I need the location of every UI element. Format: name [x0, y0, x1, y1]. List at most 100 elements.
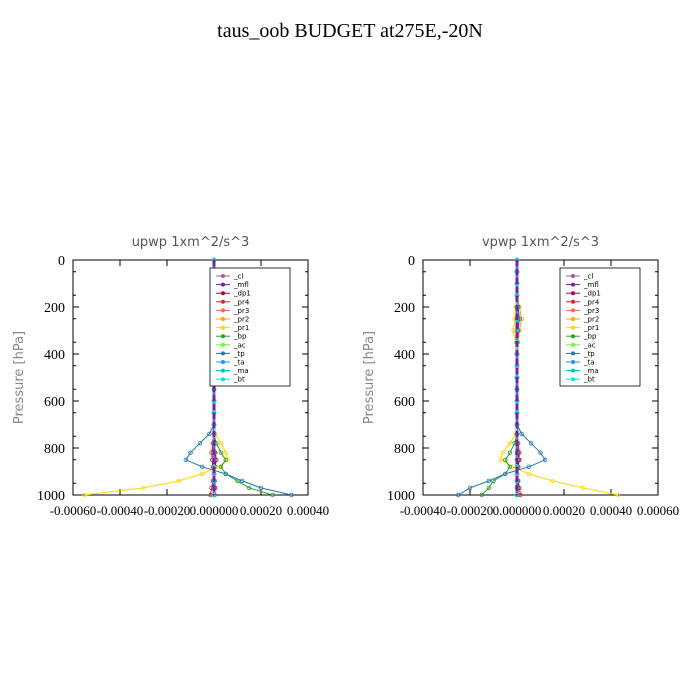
legend-label: _pr4 [583, 298, 600, 306]
data-point-tp [528, 441, 534, 446]
legend-marker [571, 342, 575, 347]
data-point-pr1 [615, 492, 621, 498]
legend-label: _mfl [233, 281, 249, 289]
legend-label: _bp [583, 333, 597, 341]
legend-label: _ma [583, 367, 599, 375]
legend-label: _pr3 [583, 307, 599, 315]
y-tick-label: 400 [44, 348, 65, 363]
data-point-tp [289, 492, 294, 498]
legend-marker [571, 317, 575, 321]
data-point-bp [507, 464, 513, 469]
data-point-pr1 [500, 450, 506, 455]
legend-label: _bp [233, 333, 247, 341]
legend-label: _tp [233, 350, 245, 358]
data-point-bp [218, 464, 224, 469]
y-tick-label: 0 [58, 254, 65, 269]
legend-label: _pr4 [233, 298, 250, 306]
y-tick-label: 200 [44, 301, 65, 316]
x-tick-label: -0.00020 [447, 503, 494, 518]
data-point-tp [543, 457, 548, 462]
data-point-tp [258, 485, 264, 491]
x-tick-label: 0.00020 [543, 503, 585, 518]
legend-label: _pr2 [233, 316, 249, 324]
data-point-tp [199, 464, 205, 469]
data-point-pr1 [510, 464, 515, 469]
data-point-pr1 [141, 485, 146, 491]
data-point-pr1 [580, 485, 585, 491]
legend-marker [571, 274, 575, 278]
data-point-tp [239, 478, 245, 484]
y-axis-label: Pressure [hPa] [362, 331, 377, 424]
legend-marker [221, 368, 225, 373]
y-tick-label: 600 [44, 395, 65, 410]
data-point-bp [223, 457, 228, 462]
x-tick-label: 0.00020 [240, 503, 282, 518]
legend-label: _ac [233, 341, 246, 349]
data-point-bp [218, 450, 224, 455]
legend-marker [221, 377, 225, 382]
data-point-tp [197, 441, 203, 446]
y-tick-label: 1000 [37, 489, 65, 504]
legend-marker [571, 368, 575, 373]
x-tick-label: 0.00040 [590, 503, 632, 518]
legend-label: _ta [233, 359, 245, 367]
y-tick-label: 200 [394, 301, 415, 316]
legend-marker [571, 334, 575, 339]
legend-marker [571, 308, 575, 313]
legend-marker [221, 351, 225, 356]
data-point-tp [519, 431, 524, 437]
legend-marker [571, 325, 575, 330]
chart-panel-upwp: upwp 1xm^2/s^3 Pressure [hPa] 0 200 400 600 80… [12, 235, 329, 518]
legend-label: _bt [233, 376, 245, 384]
data-point-pr1 [176, 478, 181, 484]
legend-marker [221, 360, 225, 364]
data-point-tp [526, 464, 531, 469]
y-tick-label: 0 [408, 254, 415, 269]
legend-label: _cl [583, 273, 593, 281]
legend-marker [221, 308, 225, 313]
legend-marker [571, 377, 575, 382]
y-tick-label: 400 [394, 348, 415, 363]
legend-label: _cl [233, 273, 243, 281]
legend-marker [221, 325, 225, 330]
data-point-bp [270, 492, 275, 498]
data-point-bt [514, 492, 520, 498]
x-tick-label: -0.00060 [50, 503, 97, 518]
data-point-pr1 [526, 471, 531, 477]
data-point-tp [538, 450, 543, 455]
data-point-pr1 [225, 457, 231, 462]
data-point-tp [207, 431, 212, 437]
legend-label: _pr3 [233, 307, 249, 315]
y-axis-label: Pressure [hPa] [12, 331, 27, 424]
series-line-tp [458, 260, 546, 496]
legend-marker [571, 351, 575, 356]
data-point-pr1 [199, 471, 205, 477]
chart-title: upwp 1xm^2/s^3 [132, 235, 250, 250]
legend-label: _ac [583, 341, 596, 349]
legend-label: _tp [583, 350, 595, 358]
plot-frame [72, 259, 309, 496]
data-point-pr1 [218, 441, 224, 446]
legend-marker [221, 291, 225, 296]
legend-marker [221, 274, 225, 278]
x-tick-label: -0.00040 [97, 503, 144, 518]
x-tick-label: 0.00060 [637, 503, 679, 518]
legend-marker [221, 317, 225, 321]
data-point-tp [223, 471, 228, 477]
legend-label: _ta [583, 359, 595, 367]
data-point-tp [456, 492, 461, 498]
data-point-tp [188, 450, 193, 455]
y-tick-label: 1000 [387, 489, 415, 504]
legend-label: _bt [583, 376, 595, 384]
series-line-bp [481, 260, 518, 496]
chart-panel-vpwp: vpwp 1xm^2/s^3 Pressure [hPa] 0 200 400 600 80… [362, 235, 679, 518]
x-tick-label: 0.000000 [493, 503, 542, 518]
y-tick-label: 800 [394, 442, 415, 457]
legend-marker [571, 299, 575, 304]
x-tick-label: 0.00040 [287, 503, 329, 518]
data-point-tp [486, 478, 491, 484]
data-point-pr1 [507, 441, 513, 446]
data-point-bp [479, 492, 484, 498]
data-point-pr1 [550, 478, 555, 484]
legend-label: _pr1 [233, 324, 249, 332]
